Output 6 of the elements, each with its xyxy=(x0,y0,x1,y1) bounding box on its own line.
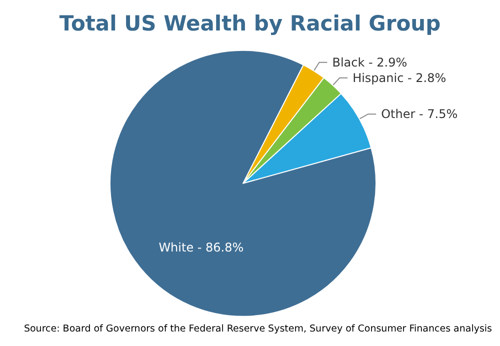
slice-label: White - 86.8% xyxy=(158,240,244,254)
source-note: Source: Board of Governors of the Federal Reserve System, Survey of Consumer Finances analysis xyxy=(24,324,492,334)
slice-label: Hispanic - 2.8% xyxy=(352,70,446,85)
slice-label: Black - 2.9% xyxy=(332,55,408,70)
slice-label: Other - 7.5% xyxy=(381,107,458,122)
chart-title: Total US Wealth by Racial Group xyxy=(59,12,441,36)
